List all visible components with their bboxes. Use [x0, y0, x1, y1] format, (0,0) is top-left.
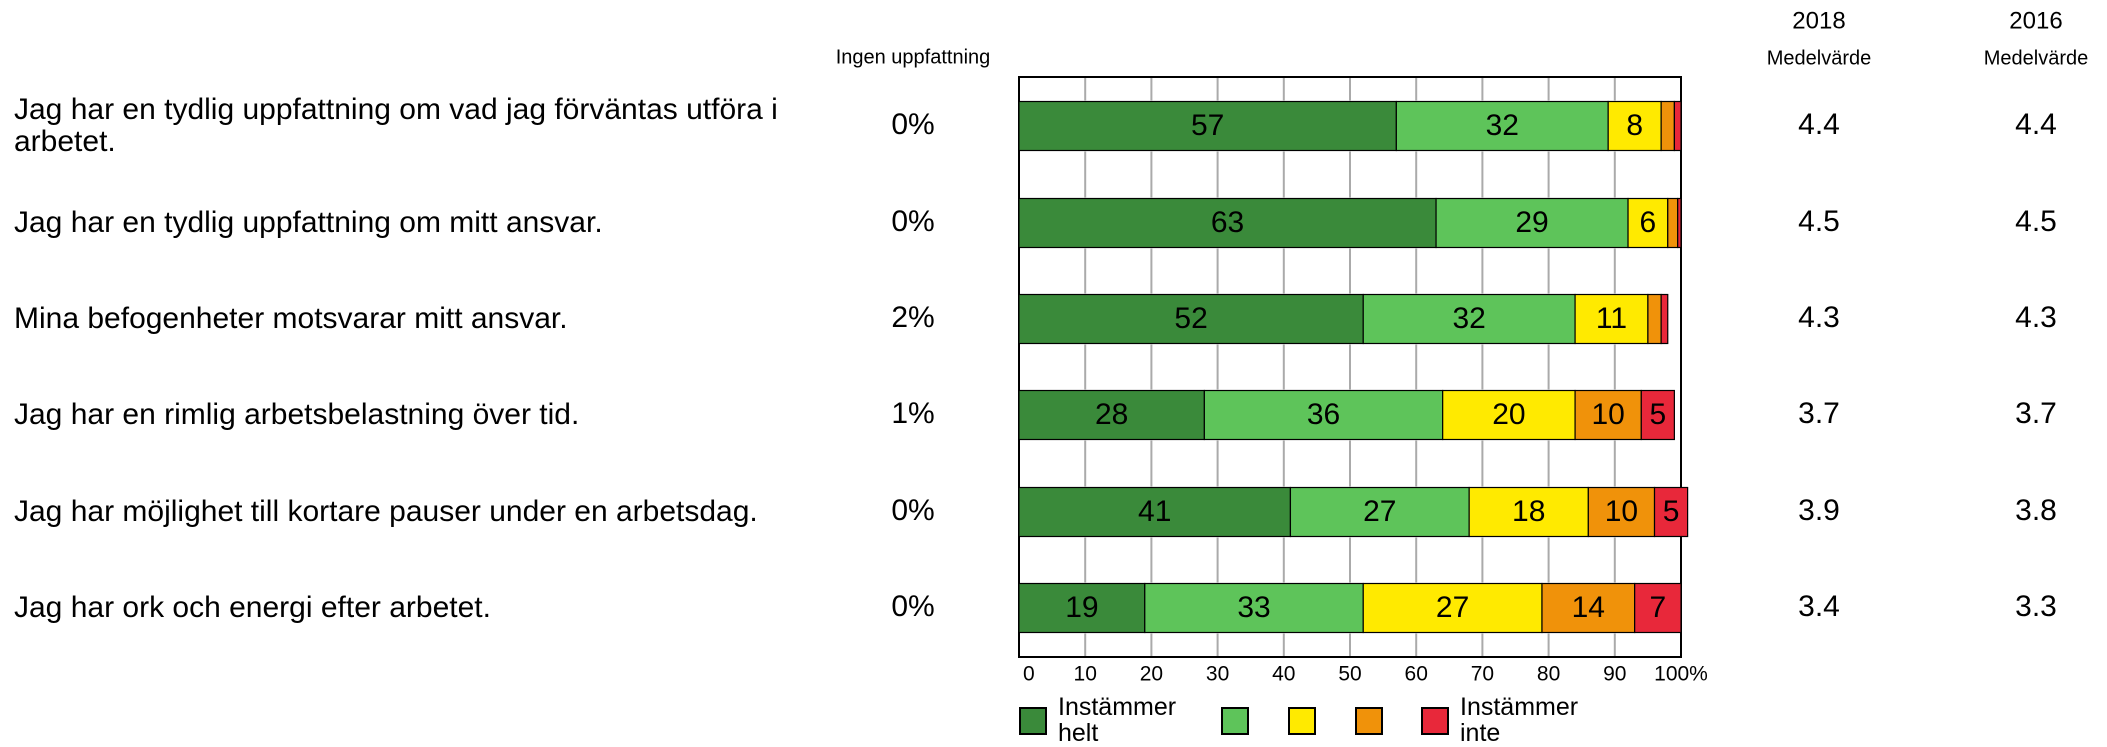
data-label: 20	[1492, 398, 1525, 431]
mean-value: 4.4	[2015, 108, 2057, 141]
bar-segment	[1647, 293, 1662, 345]
x-tick-label: 60	[1405, 663, 1428, 686]
legend-swatch	[1221, 707, 1249, 735]
mean-header: Medelvärde	[1767, 47, 1872, 69]
data-label: 11	[1596, 302, 1627, 335]
bar-segment	[1018, 100, 1397, 152]
row-label: Mina befogenheter motsvarar mitt ansvar.	[14, 302, 568, 335]
plot-frame	[1018, 76, 1682, 658]
ingen-value: 2%	[891, 301, 934, 334]
data-label: 14	[1572, 591, 1605, 624]
bar-segment	[1203, 389, 1444, 441]
ingen-value: 0%	[891, 108, 934, 141]
data-label: 5	[1649, 398, 1666, 431]
mean-value: 4.5	[2015, 205, 2057, 238]
legend-label: Instämmer helt	[1058, 693, 1177, 747]
mean-value: 4.3	[2015, 301, 2057, 334]
data-label: 8	[1626, 109, 1643, 142]
x-tick-label: 100%	[1654, 663, 1708, 686]
x-tick-label: 90	[1603, 663, 1626, 686]
data-label: 19	[1065, 591, 1098, 624]
x-tick-label: 20	[1140, 663, 1163, 686]
ingen-value: 1%	[891, 397, 934, 430]
legend-swatch	[1019, 707, 1047, 735]
x-tick-label: 0	[1023, 663, 1035, 686]
bar-segment	[1468, 486, 1589, 538]
data-label: 27	[1436, 591, 1469, 624]
ingen-header: Ingen uppfattning	[836, 46, 991, 68]
data-label: 33	[1237, 591, 1270, 624]
data-label: 7	[1649, 591, 1666, 624]
mean-value: 3.7	[2015, 397, 2057, 430]
x-tick-label: 70	[1471, 663, 1494, 686]
mean-value: 3.7	[1798, 397, 1840, 430]
row-label: Jag har en tydlig uppfattning om vad jag…	[14, 93, 778, 158]
legend-swatch	[1288, 707, 1316, 735]
x-tick-label: 10	[1074, 663, 1097, 686]
ingen-value: 0%	[891, 590, 934, 623]
row-label: Jag har möjlighet till kortare pauser un…	[14, 495, 758, 528]
mean-value: 4.4	[1798, 108, 1840, 141]
data-label: 27	[1363, 495, 1396, 528]
data-label: 32	[1486, 109, 1519, 142]
mean-value: 3.3	[2015, 590, 2057, 623]
bar-segment	[1395, 100, 1609, 152]
bar-segment	[1435, 197, 1629, 249]
bar-segment	[1587, 486, 1656, 538]
bar-segment	[1574, 389, 1642, 441]
mean-year: 2018	[1792, 7, 1845, 34]
bar-segment	[1627, 197, 1669, 249]
legend-label: Instämmer inte	[1460, 693, 1579, 747]
bar-segment	[1362, 582, 1543, 634]
x-tick-label: 30	[1206, 663, 1229, 686]
data-label: 29	[1515, 206, 1548, 239]
data-label: 52	[1174, 302, 1207, 335]
bar-segment	[1018, 582, 1146, 634]
ingen-value: 0%	[891, 494, 934, 527]
bar-segment	[1362, 293, 1576, 345]
mean-value: 4.5	[1798, 205, 1840, 238]
bar-segment	[1677, 197, 1682, 249]
data-label: 32	[1452, 302, 1485, 335]
data-label: 57	[1191, 109, 1224, 142]
ingen-value: 0%	[891, 205, 934, 238]
data-label: 41	[1138, 495, 1171, 528]
mean-value: 4.3	[1798, 301, 1840, 334]
mean-value: 3.8	[2015, 494, 2057, 527]
data-label: 28	[1095, 398, 1128, 431]
row-label: Jag har en rimlig arbetsbelastning över …	[14, 398, 580, 431]
row-label: Jag har ork och energi efter arbetet.	[14, 591, 491, 624]
data-label: 10	[1605, 495, 1638, 528]
bar-segment	[1673, 100, 1682, 152]
mean-year: 2016	[2009, 7, 2062, 34]
data-label: 36	[1307, 398, 1340, 431]
data-label: 18	[1512, 495, 1545, 528]
bar-segment	[1667, 197, 1679, 249]
x-tick-label: 80	[1537, 663, 1560, 686]
legend-swatch	[1355, 707, 1383, 735]
mean-value: 3.9	[1798, 494, 1840, 527]
data-label: 63	[1211, 206, 1244, 239]
bar-segment	[1574, 293, 1649, 345]
data-label: 5	[1663, 495, 1680, 528]
bar-segment	[1640, 389, 1675, 441]
bar-segment	[1653, 486, 1689, 538]
bar-segment	[1018, 293, 1364, 345]
row-label: Jag har en tydlig uppfattning om mitt an…	[14, 206, 603, 239]
bar-segment	[1018, 197, 1437, 249]
mean-header: Medelvärde	[1984, 47, 2089, 69]
data-label: 10	[1591, 398, 1624, 431]
legend-swatch	[1421, 707, 1449, 735]
mean-value: 3.4	[1798, 590, 1840, 623]
data-label: 6	[1640, 206, 1657, 239]
x-tick-label: 40	[1272, 663, 1295, 686]
bar-segment	[1660, 293, 1669, 345]
bar-segment	[1442, 389, 1576, 441]
bar-segment	[1634, 582, 1682, 634]
x-tick-label: 50	[1338, 663, 1361, 686]
bar-segment	[1660, 100, 1675, 152]
